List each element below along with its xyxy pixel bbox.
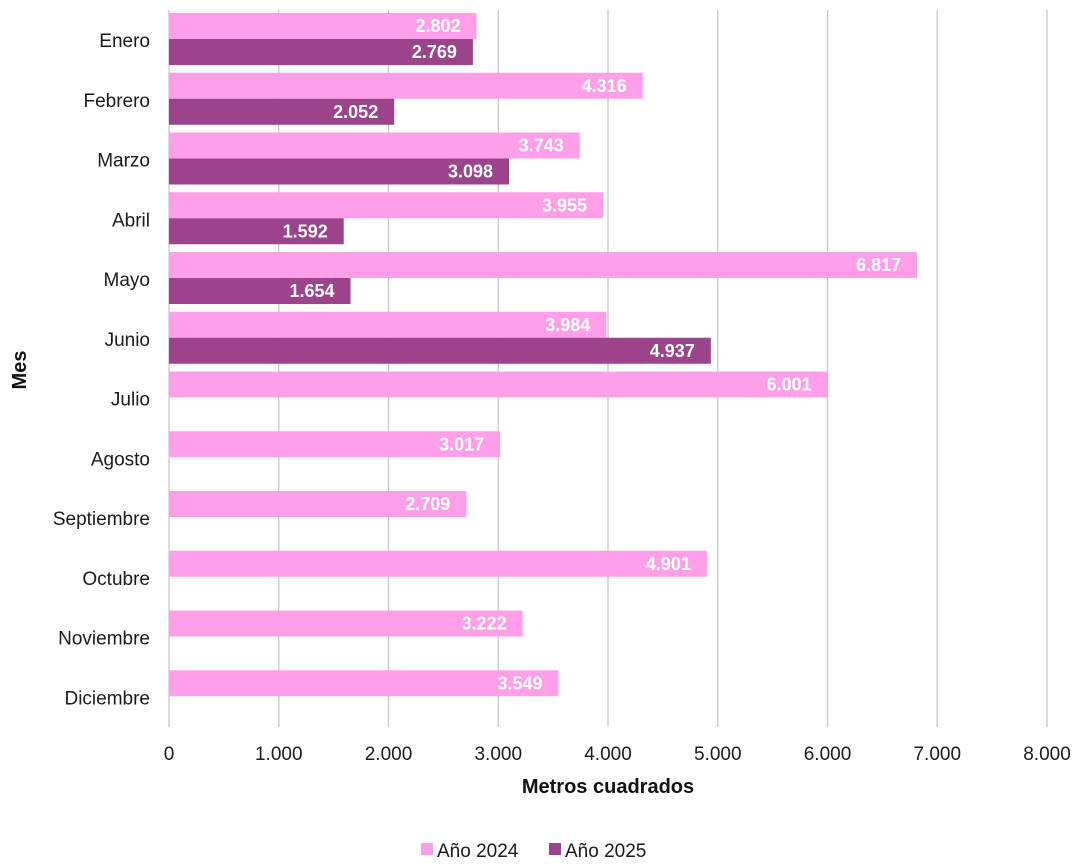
category-label: Marzo <box>97 151 150 172</box>
category-labels: Enero Febrero Marzo Abril Mayo Junio Julio Agos… <box>53 31 150 709</box>
bar-2024 <box>169 670 559 697</box>
data-label: 3.098 <box>448 162 493 182</box>
category-label: Julio <box>111 390 150 411</box>
category-label: Septiembre <box>53 509 150 530</box>
bar-2025 <box>169 158 510 185</box>
data-label: 1.654 <box>289 281 334 301</box>
bar-2024 <box>169 550 707 577</box>
bar-2024 <box>169 431 501 458</box>
category-label: Diciembre <box>64 688 150 709</box>
bar-2024 <box>169 610 523 637</box>
data-label: 2.802 <box>415 16 460 36</box>
data-label: 3.743 <box>519 136 564 156</box>
data-labels: 2.802 2.769 4.316 2.052 3.743 3.098 3.955 1.592… <box>283 16 901 693</box>
bar-2024 <box>169 371 828 398</box>
x-tick-label: 0 <box>164 744 175 765</box>
data-label: 3.017 <box>439 434 484 454</box>
x-tick-label: 8.000 <box>1023 744 1071 765</box>
data-label: 2.709 <box>405 494 450 514</box>
data-label: 2.769 <box>412 42 457 62</box>
x-tick-label: 6.000 <box>804 744 852 765</box>
data-label: 6.817 <box>856 255 901 275</box>
data-label: 6.001 <box>767 375 812 395</box>
bar-2025 <box>169 218 344 245</box>
data-label: 2.052 <box>333 102 378 122</box>
bar-2024 <box>169 192 604 219</box>
data-label: 3.955 <box>542 195 587 215</box>
bar-2024 <box>169 252 918 278</box>
category-label: Febrero <box>83 91 150 112</box>
category-label: Noviembre <box>58 629 150 650</box>
bar-2025 <box>169 98 395 125</box>
data-label: 4.316 <box>582 76 627 96</box>
data-label: 4.901 <box>646 554 691 574</box>
data-label: 3.984 <box>545 315 590 335</box>
x-tick-label: 2.000 <box>365 744 413 765</box>
bars <box>169 13 918 697</box>
bar-2024 <box>169 491 467 517</box>
legend-label-2025: Año 2025 <box>565 841 646 862</box>
bar-2024 <box>169 311 607 338</box>
x-axis-title: Metros cuadrados <box>522 776 694 798</box>
x-tick-label: 3.000 <box>474 744 522 765</box>
data-label: 3.222 <box>462 614 507 634</box>
bar-2024 <box>169 13 477 39</box>
category-label: Octubre <box>82 569 150 590</box>
category-label: Enero <box>99 31 150 52</box>
category-label: Mayo <box>104 270 150 291</box>
data-label: 1.592 <box>283 221 328 241</box>
x-tick-label: 5.000 <box>694 744 742 765</box>
legend-swatch-2025 <box>549 843 561 855</box>
legend-swatch-2024 <box>421 843 433 855</box>
data-label: 4.937 <box>650 341 695 361</box>
data-label: 3.549 <box>497 673 542 693</box>
bar-2025 <box>169 337 711 364</box>
x-tick-label: 1.000 <box>255 744 303 765</box>
y-axis-title: Mes <box>9 351 31 390</box>
legend-label-2024: Año 2024 <box>437 841 519 862</box>
category-label: Junio <box>105 330 150 351</box>
category-label: Agosto <box>91 449 150 470</box>
x-tick-label: 4.000 <box>584 744 632 765</box>
category-label: Abril <box>112 210 150 231</box>
bar-2025 <box>169 278 351 304</box>
gridlines <box>168 10 1048 727</box>
bar-2025 <box>169 39 473 65</box>
legend: Año 2024 Año 2025 <box>421 841 646 862</box>
x-tick-labels: 0 1.000 2.000 3.000 4.000 5.000 6.000 7.000 8.00… <box>164 744 1071 765</box>
x-tick-label: 7.000 <box>913 744 961 765</box>
bar-2024 <box>169 72 643 99</box>
bar-2024 <box>169 132 580 159</box>
